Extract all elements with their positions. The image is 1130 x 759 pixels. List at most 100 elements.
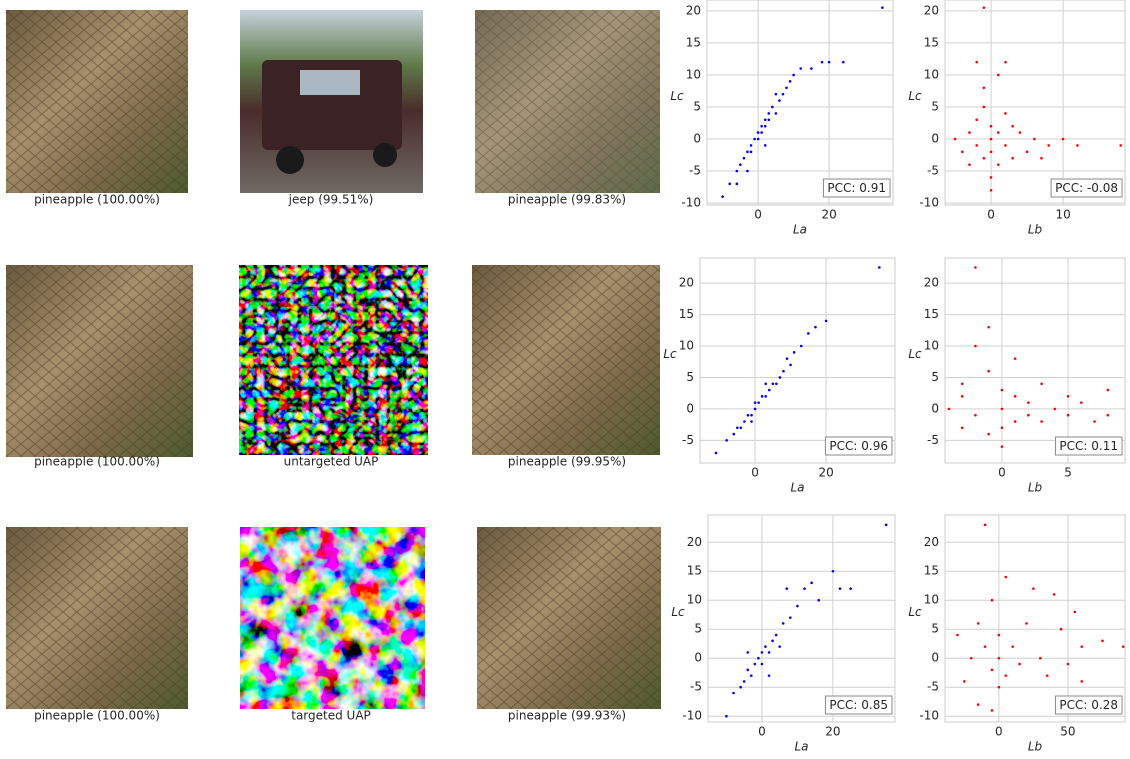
point xyxy=(782,93,785,96)
point xyxy=(1054,408,1057,411)
x-axis-label: Lb xyxy=(1028,223,1043,237)
point xyxy=(984,645,987,648)
point xyxy=(1011,125,1014,128)
x-axis-label: La xyxy=(793,223,807,237)
point xyxy=(963,680,966,683)
point xyxy=(987,433,990,436)
point xyxy=(968,163,971,166)
image-caption: pineapple (99.95%) xyxy=(508,455,626,469)
point xyxy=(1004,61,1007,64)
point xyxy=(778,99,781,102)
x-tick-label: 0 xyxy=(995,725,1003,739)
x-tick-label: 0 xyxy=(987,208,995,222)
point xyxy=(1001,445,1004,448)
plot-area xyxy=(708,515,895,722)
y-tick-label: 20 xyxy=(924,276,939,290)
y-tick-label: 15 xyxy=(687,564,702,578)
point xyxy=(961,151,964,154)
point xyxy=(721,195,724,198)
y-tick-label: 0 xyxy=(931,651,939,665)
point xyxy=(997,74,1000,77)
point xyxy=(778,645,781,648)
point xyxy=(817,599,820,602)
point xyxy=(750,674,753,677)
x-axis-label: La xyxy=(790,481,804,495)
x-tick-label: 10 xyxy=(1055,208,1070,222)
y-tick-label: 0 xyxy=(693,132,701,146)
point xyxy=(789,616,792,619)
point xyxy=(732,433,735,436)
point xyxy=(1119,144,1122,147)
y-tick-label: 10 xyxy=(924,67,939,81)
point xyxy=(754,408,757,411)
point xyxy=(878,266,881,269)
point xyxy=(1027,401,1030,404)
point xyxy=(990,151,993,154)
point xyxy=(1067,663,1070,666)
point xyxy=(767,112,770,115)
image-caption: pineapple (99.83%) xyxy=(508,193,626,207)
point xyxy=(954,138,957,141)
image-caption: pineapple (100.00%) xyxy=(34,193,160,207)
point xyxy=(1067,395,1070,398)
point xyxy=(743,420,746,423)
point xyxy=(775,382,778,385)
image-caption: untargeted UAP xyxy=(284,455,379,469)
point xyxy=(948,408,951,411)
point xyxy=(767,118,770,121)
point xyxy=(1026,151,1029,154)
point xyxy=(725,715,728,718)
y-tick-label: 0 xyxy=(931,401,939,415)
y-tick-label: -5 xyxy=(927,164,939,178)
point xyxy=(736,426,739,429)
point xyxy=(987,370,990,373)
adversarial-image xyxy=(475,10,660,193)
y-tick-label: 5 xyxy=(931,99,939,113)
point xyxy=(975,144,978,147)
point xyxy=(991,709,994,712)
point xyxy=(842,61,845,64)
y-tick-label: 10 xyxy=(686,67,701,81)
point xyxy=(961,395,964,398)
point xyxy=(789,80,792,83)
point xyxy=(757,401,760,404)
point xyxy=(1040,382,1043,385)
x-tick-label: 0 xyxy=(754,208,762,222)
x-tick-label: 50 xyxy=(1060,725,1075,739)
point xyxy=(1101,640,1104,643)
x-axis-label: Lb xyxy=(1028,740,1043,754)
point xyxy=(1093,420,1096,423)
point xyxy=(984,524,987,527)
y-tick-label: 15 xyxy=(679,307,694,321)
point xyxy=(998,657,1001,660)
point xyxy=(793,351,796,354)
point xyxy=(728,183,731,186)
adversarial-image xyxy=(477,527,661,709)
point xyxy=(796,605,799,608)
y-tick-label: -5 xyxy=(927,433,939,447)
point xyxy=(975,118,978,121)
plot-area xyxy=(707,0,893,205)
point xyxy=(768,674,771,677)
point xyxy=(881,6,884,9)
point xyxy=(1080,680,1083,683)
point xyxy=(991,669,994,672)
point xyxy=(736,170,739,173)
point xyxy=(810,582,813,585)
y-tick-label: 0 xyxy=(931,132,939,146)
point xyxy=(761,395,764,398)
point xyxy=(725,439,728,442)
plot-area xyxy=(945,0,1125,205)
point xyxy=(764,125,767,128)
point xyxy=(775,93,778,96)
point xyxy=(746,170,749,173)
point xyxy=(750,144,753,147)
point xyxy=(1025,622,1028,625)
point xyxy=(739,686,742,689)
y-tick-label: 0 xyxy=(686,401,694,415)
point xyxy=(1004,674,1007,677)
point xyxy=(746,651,749,654)
point xyxy=(782,370,785,373)
y-tick-label: -10 xyxy=(681,196,701,210)
